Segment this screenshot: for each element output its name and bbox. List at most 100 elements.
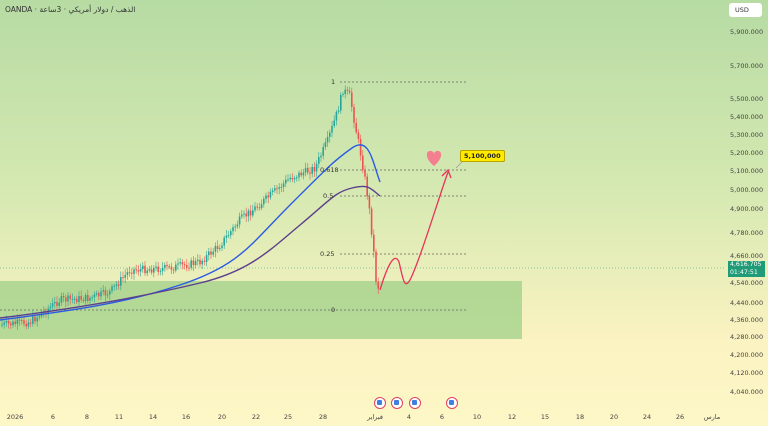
candle: [14, 321, 16, 324]
candle: [7, 320, 10, 324]
candle: [355, 122, 357, 133]
price-axis-label: 4,200.000: [730, 351, 764, 359]
heart-icon: [426, 150, 442, 166]
candle: [375, 251, 377, 282]
candle: [95, 293, 98, 295]
candle: [102, 290, 104, 292]
economic-event-icon[interactable]: [391, 397, 403, 409]
time-axis-label: فبراير: [367, 413, 383, 421]
candle: [357, 132, 360, 140]
time-axis-label: 2026: [6, 413, 24, 421]
time-axis-label: مارس: [703, 413, 721, 421]
price-axis-label: 5,500.000: [730, 95, 764, 103]
candle: [89, 297, 91, 301]
candle: [157, 266, 159, 272]
moving-average-fast: [0, 144, 381, 321]
candle: [265, 195, 267, 199]
candle: [232, 227, 234, 232]
candle: [111, 286, 113, 291]
price-axis-label: 5,300.000: [730, 131, 764, 139]
candle: [282, 183, 285, 187]
candle: [296, 177, 298, 179]
time-axis-label: 16: [181, 413, 191, 421]
candle: [346, 89, 349, 91]
candle: [223, 237, 225, 246]
fib-level-05: 0.5: [323, 192, 334, 200]
candle: [318, 157, 320, 164]
candle: [36, 317, 38, 322]
candle: [353, 106, 355, 123]
candle: [150, 269, 153, 273]
candle: [34, 316, 36, 322]
candle: [335, 111, 338, 121]
candle: [126, 272, 129, 275]
price-axis-label: 4,120.000: [730, 369, 764, 377]
time-axis-label: 8: [84, 413, 90, 421]
candle: [146, 270, 148, 274]
time-axis-label: 4: [406, 413, 412, 421]
candle: [32, 316, 34, 324]
candle: [320, 155, 322, 158]
candle: [194, 261, 197, 266]
economic-event-icon[interactable]: [409, 397, 421, 409]
candle: [311, 166, 313, 174]
candle: [377, 281, 379, 289]
time-axis-label: 10: [472, 413, 482, 421]
candle: [348, 90, 351, 93]
candle: [76, 298, 78, 303]
candle: [340, 94, 342, 111]
candle: [267, 195, 269, 198]
candle: [58, 302, 60, 306]
candle: [190, 260, 192, 268]
fib-level-0: 0: [331, 306, 336, 314]
candle: [82, 299, 85, 302]
candle: [342, 93, 344, 95]
candle: [258, 207, 261, 209]
time-axis-label: 25: [283, 413, 293, 421]
candle: [179, 262, 181, 264]
candle: [177, 263, 179, 265]
candle: [113, 285, 115, 287]
candle: [12, 321, 14, 326]
time-axis-label: 20: [217, 413, 227, 421]
economic-event-icon[interactable]: [374, 397, 386, 409]
candle: [106, 294, 109, 296]
price-axis-label: 4,040.000: [730, 388, 764, 396]
candle: [278, 187, 280, 189]
candle: [291, 177, 294, 180]
economic-event-icon[interactable]: [446, 397, 458, 409]
time-axis-label: 6: [439, 413, 445, 421]
candle: [148, 269, 151, 271]
candle: [117, 284, 120, 286]
candle: [216, 246, 219, 250]
price-axis-label: 4,540.000: [730, 279, 764, 287]
target-price-label[interactable]: 5,100,000: [460, 150, 505, 162]
time-axis-label: 11: [114, 413, 124, 421]
candle: [120, 277, 122, 286]
candle: [170, 266, 173, 270]
candle: [364, 170, 366, 177]
candle: [199, 259, 201, 265]
candle: [181, 262, 184, 265]
candle: [10, 323, 12, 326]
price-axis-label: 4,780.000: [730, 229, 764, 237]
candle: [337, 110, 340, 112]
candle: [25, 323, 27, 327]
candle: [166, 264, 168, 267]
candle: [307, 167, 309, 173]
fib-level-0618: 0.618: [320, 166, 339, 174]
price-axis-label: 5,000.000: [730, 186, 764, 194]
candle: [263, 198, 265, 205]
price-axis-label: 4,440.000: [730, 299, 764, 307]
candle: [133, 269, 135, 274]
currency-button[interactable]: USD: [729, 3, 762, 17]
candle: [256, 206, 258, 208]
candle: [293, 177, 296, 180]
current-price-tag: 4,616.705 01:47:51: [728, 261, 765, 277]
candle: [197, 259, 199, 262]
candle: [122, 277, 124, 279]
candle: [5, 320, 8, 323]
price-axis-label: 4,280.000: [730, 333, 764, 341]
